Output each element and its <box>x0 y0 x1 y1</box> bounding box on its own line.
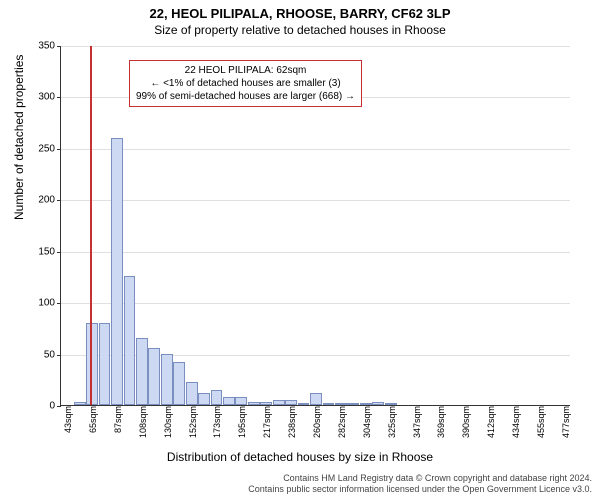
y-tick-mark <box>57 200 61 201</box>
histogram-bar <box>186 382 198 405</box>
x-tick-label: 195sqm <box>237 406 247 438</box>
x-tick-label: 260sqm <box>312 406 322 438</box>
histogram-bar <box>74 402 86 405</box>
info-box: 22 HEOL PILIPALA: 62sqm← <1% of detached… <box>129 60 362 107</box>
y-axis-label: Number of detached properties <box>12 55 26 220</box>
info-box-line: ← <1% of detached houses are smaller (3) <box>136 77 355 90</box>
x-tick-label: 282sqm <box>337 406 347 438</box>
x-tick-label: 87sqm <box>113 406 123 433</box>
footer-line: Contains HM Land Registry data © Crown c… <box>248 473 592 485</box>
histogram-bar <box>136 338 148 405</box>
histogram-bar <box>372 402 384 405</box>
x-tick-label: 477sqm <box>561 406 571 438</box>
plot-region: 05010015020025030035043sqm65sqm87sqm108s… <box>60 46 570 406</box>
info-box-line: 99% of semi-detached houses are larger (… <box>136 90 355 103</box>
x-tick-label: 347sqm <box>412 406 422 438</box>
info-box-line: 22 HEOL PILIPALA: 62sqm <box>136 64 355 77</box>
x-tick-label: 238sqm <box>287 406 297 438</box>
x-tick-label: 152sqm <box>188 406 198 438</box>
histogram-bar <box>111 138 123 405</box>
histogram-bar <box>310 393 322 405</box>
histogram-bar <box>211 390 223 405</box>
gridline <box>61 200 570 201</box>
gridline <box>61 149 570 150</box>
y-tick-mark <box>57 97 61 98</box>
x-tick-label: 173sqm <box>212 406 222 438</box>
gridline <box>61 303 570 304</box>
reference-line <box>90 46 92 405</box>
histogram-bar <box>335 403 347 405</box>
histogram-bar <box>360 403 372 405</box>
footer: Contains HM Land Registry data © Crown c… <box>248 473 592 496</box>
page-title: 22, HEOL PILIPALA, RHOOSE, BARRY, CF62 3… <box>0 0 600 21</box>
histogram-bar <box>260 402 272 405</box>
histogram-bar <box>124 276 136 405</box>
histogram-bar <box>248 402 260 405</box>
y-tick-mark <box>57 355 61 356</box>
x-tick-label: 108sqm <box>138 406 148 438</box>
histogram-bar <box>385 403 397 405</box>
footer-line: Contains public sector information licen… <box>248 484 592 496</box>
histogram-bar <box>323 403 335 405</box>
y-tick-mark <box>57 406 61 407</box>
histogram-bar <box>173 362 185 405</box>
x-tick-label: 390sqm <box>461 406 471 438</box>
x-tick-label: 217sqm <box>262 406 272 438</box>
histogram-bar <box>298 403 310 405</box>
x-tick-label: 325sqm <box>387 406 397 438</box>
x-tick-label: 412sqm <box>486 406 496 438</box>
histogram-bar <box>161 354 173 405</box>
histogram-bar <box>285 400 297 405</box>
x-tick-label: 434sqm <box>511 406 521 438</box>
x-tick-label: 43sqm <box>63 406 73 433</box>
gridline <box>61 46 570 47</box>
x-tick-label: 455sqm <box>536 406 546 438</box>
histogram-bar <box>148 348 160 405</box>
y-tick-mark <box>57 46 61 47</box>
histogram-bar <box>347 403 359 405</box>
page-subtitle: Size of property relative to detached ho… <box>0 21 600 37</box>
histogram-bar <box>223 397 235 405</box>
histogram-bar <box>235 397 247 405</box>
x-tick-label: 369sqm <box>436 406 446 438</box>
y-tick-mark <box>57 303 61 304</box>
histogram-bar <box>273 400 285 405</box>
y-tick-mark <box>57 252 61 253</box>
x-tick-label: 130sqm <box>163 406 173 438</box>
histogram-bar <box>198 393 210 405</box>
y-tick-mark <box>57 149 61 150</box>
histogram-bar <box>99 323 111 405</box>
x-tick-label: 65sqm <box>88 406 98 433</box>
chart-area: 05010015020025030035043sqm65sqm87sqm108s… <box>60 46 570 406</box>
histogram-bar <box>86 323 98 405</box>
x-tick-label: 304sqm <box>362 406 372 438</box>
x-axis-label: Distribution of detached houses by size … <box>0 450 600 464</box>
gridline <box>61 252 570 253</box>
